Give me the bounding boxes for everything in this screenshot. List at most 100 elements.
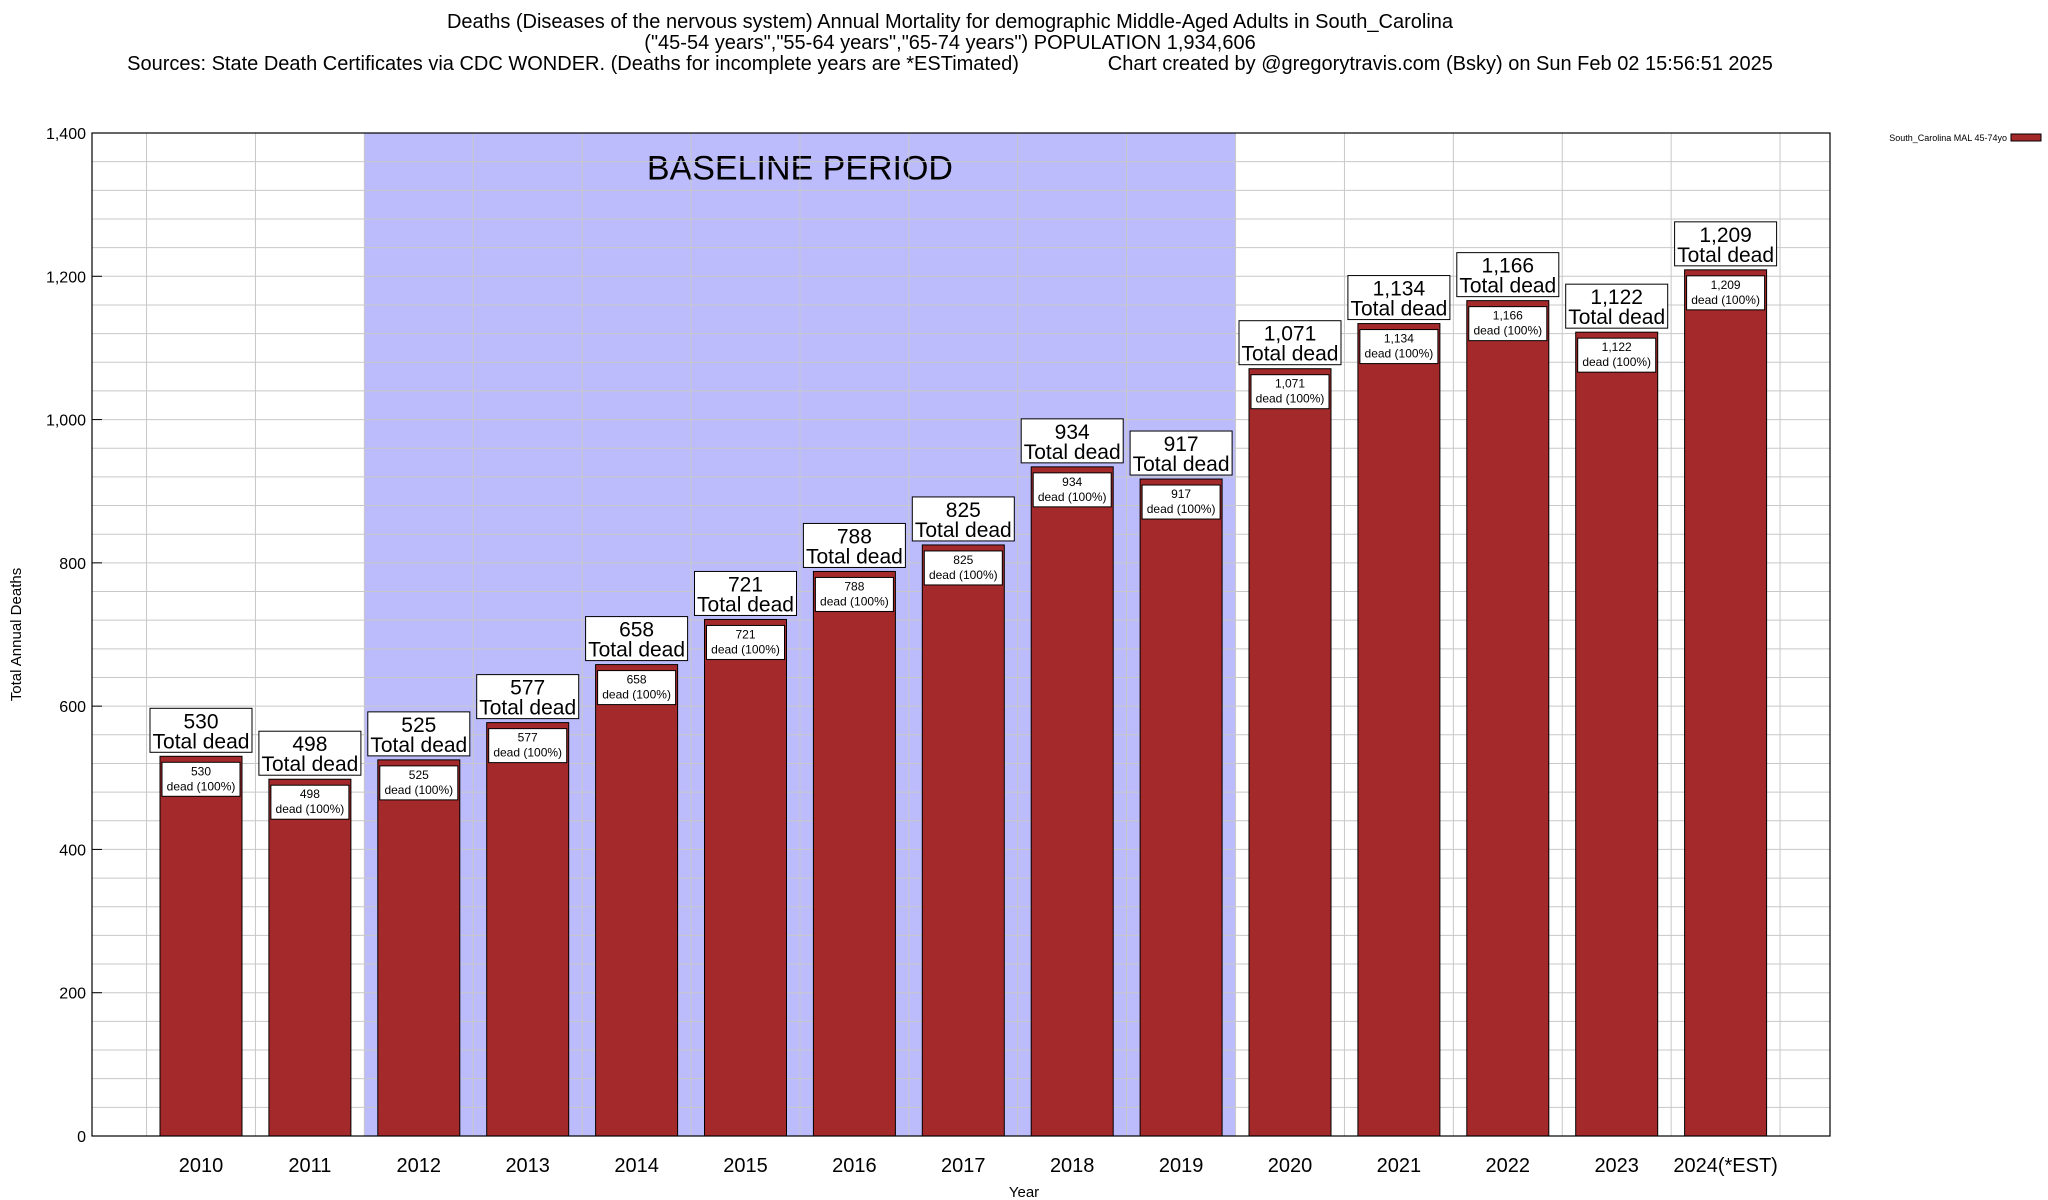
inner-value-label: 525 [409,768,429,782]
inner-percent-label: dead (100%) [1256,392,1325,406]
total-label-box [258,730,362,776]
bar [159,755,243,1137]
inner-value-label: 1,122 [1602,340,1632,354]
chart-subtitle: ("45-54 years","55-64 years","65-74 year… [644,32,1256,54]
inner-label-box [1032,472,1112,508]
y-tick-label: 400 [59,842,86,859]
total-label-box [1674,221,1778,267]
inner-percent-label: dead (100%) [1365,347,1434,361]
total-dead-label: Total dead [1133,453,1230,476]
x-tick-label: 2014 [614,1155,659,1177]
inner-label-box [488,728,568,764]
plot-frame [91,132,1831,1137]
y-tick-label: 1,400 [46,126,86,143]
inner-value-label: 825 [953,553,973,567]
total-dead-label: Total dead [370,734,467,757]
bar [1466,300,1550,1137]
legend-swatch [2010,133,2042,142]
inner-value-label: 658 [627,673,647,687]
total-label-box [911,496,1015,542]
total-label-box [1238,320,1342,366]
inner-percent-label: dead (100%) [167,779,236,793]
x-tick-label: 2019 [1159,1155,1204,1177]
inner-percent-label: dead (100%) [711,642,780,656]
bar [704,618,787,1137]
inner-value-label: 721 [735,627,755,641]
x-tick-label: 2016 [832,1155,877,1177]
y-tick-label: 0 [77,1129,86,1146]
x-tick-label: 2013 [505,1155,550,1177]
total-dead-label: Total dead [479,697,576,720]
inner-percent-label: dead (100%) [1691,293,1760,307]
bar [1575,331,1659,1137]
bar [595,664,679,1137]
inner-label-box [270,784,350,820]
inner-value-label: 577 [518,731,538,745]
x-tick-label: 2011 [288,1155,331,1177]
inner-value-label: 1,134 [1384,332,1414,346]
total-value-label: 1,209 [1699,224,1752,247]
total-dead-label: Total dead [1350,298,1447,321]
inner-percent-label: dead (100%) [493,746,562,760]
bar [812,570,896,1137]
bar [377,759,461,1137]
chart-title: Deaths (Diseases of the nervous system) … [446,11,1454,33]
inner-percent-label: dead (100%) [1473,324,1542,338]
y-tick-label: 200 [59,986,86,1003]
total-value-label: 825 [946,499,981,522]
inner-value-label: 934 [1062,475,1082,489]
total-label-box [802,522,906,568]
y-tick-label: 1,000 [46,413,86,430]
chart-sources: Sources: State Death Certificates via CD… [127,53,1773,75]
inner-value-label: 788 [844,579,864,593]
total-dead-label: Total dead [1459,275,1556,298]
inner-percent-label: dead (100%) [929,568,998,582]
total-dead-label: Total dead [806,545,903,568]
x-tick-label: 2015 [723,1155,768,1177]
x-tick-label: 2010 [179,1155,224,1177]
x-tick-label: 2024(*EST) [1673,1155,1778,1177]
axes: 2010 2011 2012 2013 2014 2015 2016 2017 2018 2019… [8,126,1831,1200]
inner-percent-label: dead (100%) [384,783,453,797]
y-axis-title: Total Annual Deaths [8,568,25,701]
inner-label-box [1686,275,1766,311]
bar [1684,269,1768,1137]
x-tick-label: 2012 [397,1155,442,1177]
inner-value-label: 530 [191,764,211,778]
total-dead-label: Total dead [261,753,358,776]
total-value-label: 1,071 [1264,323,1317,346]
total-dead-label: Total dead [1568,306,1665,329]
y-tick-label: 1,200 [46,269,86,286]
x-tick-label: 2018 [1050,1155,1095,1177]
inner-label-box [379,765,459,801]
legend: South_Carolina MAL 45-74yo [1889,133,2042,143]
x-axis-title: Year [1009,1184,1039,1200]
total-value-label: 1,122 [1590,286,1643,309]
total-dead-label: Total dead [588,639,685,662]
total-value-label: 1,134 [1373,278,1426,301]
total-label-box [1129,430,1233,476]
total-dead-label: Total dead [697,593,794,616]
total-value-label: 577 [510,677,545,700]
total-dead-label: Total dead [915,519,1012,542]
x-tick-label: 2020 [1268,1155,1313,1177]
legend-entry-label: South_Carolina MAL 45-74yo [1889,133,2007,143]
inner-percent-label: dead (100%) [276,802,345,816]
inner-label-box [706,624,785,660]
x-tick-label: 2023 [1594,1155,1639,1177]
total-label-box [149,707,253,753]
total-value-label: 530 [183,710,218,733]
bar [1139,478,1223,1137]
total-value-label: 917 [1164,433,1199,456]
total-value-label: 1,166 [1482,255,1535,278]
bar [268,778,352,1137]
bar [486,722,570,1137]
total-dead-label: Total dead [1677,244,1774,267]
x-tick-label: 2022 [1486,1155,1531,1177]
bar [1030,466,1114,1137]
total-value-label: 934 [1055,421,1090,444]
bar [921,544,1005,1137]
total-label-box [1565,283,1669,329]
total-label-box [476,674,580,720]
